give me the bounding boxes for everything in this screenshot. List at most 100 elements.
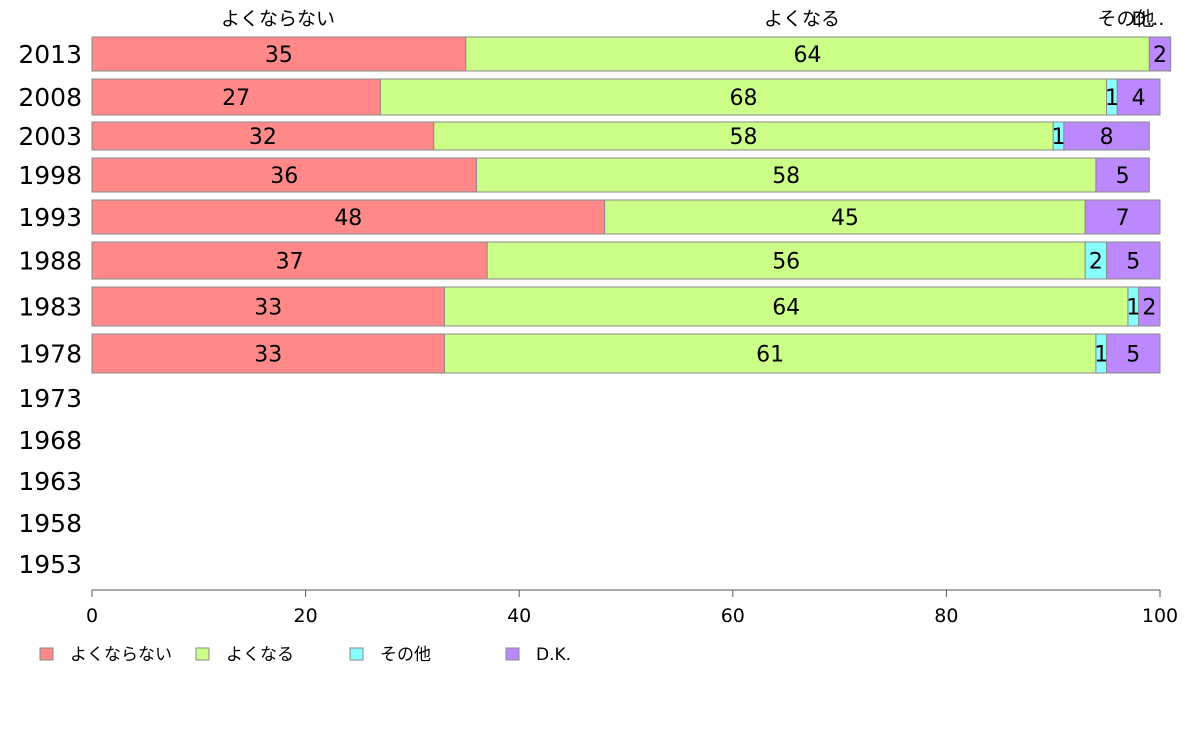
data-label: 56 (772, 250, 800, 275)
legend: よくならない よくなる その他 D.K. (39, 645, 571, 665)
data-label: 1 (1052, 125, 1066, 150)
bar-segment (433, 121, 1054, 151)
bar-row: 37 56 2 5 (91, 241, 1161, 280)
legend-item: よくなる (195, 645, 294, 665)
year-label: 2008 (18, 83, 82, 112)
x-tick-label: 60 (721, 605, 745, 627)
x-axis: 0 20 40 60 80 100 (86, 589, 1178, 627)
data-label: 64 (794, 43, 822, 68)
bars: 35 64 227 68 1 432 58 1 836 58 548 45 737 56 2 533 64 1 23… (91, 36, 1172, 374)
bar-segment (1116, 78, 1161, 116)
data-label: 2 (1153, 43, 1167, 68)
bar-segment (91, 333, 445, 374)
year-label: 1998 (18, 161, 82, 190)
bar-segment (1084, 199, 1161, 235)
bar-row: 32 58 1 8 (91, 121, 1150, 151)
year-label: 1983 (18, 293, 82, 322)
x-tick-label: 80 (934, 605, 958, 627)
data-label: 5 (1126, 250, 1140, 275)
data-label: 1 (1126, 296, 1140, 321)
bar-segment (1106, 333, 1161, 374)
top-category-labels: よくならない よくなる その他D... (221, 8, 1164, 30)
data-label: 68 (729, 86, 757, 111)
bar-segment (91, 241, 488, 280)
year-label: 1973 (18, 384, 82, 413)
data-label: 1 (1105, 86, 1119, 111)
bar-segment (443, 333, 1097, 374)
legend-label: その他 (380, 645, 431, 665)
bar-segment (486, 241, 1086, 280)
data-label: 4 (1132, 86, 1146, 111)
year-label: 1953 (18, 550, 82, 579)
top-label: よくなる (764, 8, 840, 30)
bar-row: 27 68 1 4 (91, 78, 1161, 116)
top-label: よくならない (221, 8, 335, 30)
data-label: 32 (249, 125, 277, 150)
bar-segment (604, 199, 1086, 235)
year-label: 1958 (18, 509, 82, 538)
data-label: 37 (276, 250, 304, 275)
data-label: 58 (729, 125, 757, 150)
bar-segment (1095, 157, 1150, 193)
data-label: 36 (270, 164, 298, 189)
bar-row: 33 61 1 5 (91, 333, 1161, 374)
legend-label: D.K. (536, 645, 571, 665)
data-label: 61 (756, 343, 784, 368)
data-label: 8 (1100, 125, 1114, 150)
data-label: 33 (254, 296, 282, 321)
data-label: 64 (772, 296, 800, 321)
data-label: 5 (1116, 164, 1130, 189)
legend-item: よくならない (39, 645, 172, 665)
bar-segment (443, 286, 1129, 327)
legend-item: その他 (349, 645, 431, 665)
legend-swatch (195, 647, 210, 661)
bar-row: 48 45 7 (91, 199, 1161, 235)
year-label: 2003 (18, 122, 82, 151)
bar-segment (91, 199, 606, 235)
data-label: 35 (265, 43, 293, 68)
data-label: 1 (1094, 343, 1108, 368)
x-tick-label: 40 (507, 605, 531, 627)
bar-row: 35 64 2 (91, 36, 1172, 72)
bar-segment (91, 121, 435, 151)
x-tick-label: 0 (86, 605, 98, 627)
bar-segment (465, 36, 1150, 72)
data-label: 48 (334, 206, 362, 231)
x-tick-label: 20 (294, 605, 318, 627)
bar-segment (1106, 241, 1161, 280)
bar-row: 33 64 1 2 (91, 286, 1161, 327)
year-label: 1968 (18, 426, 82, 455)
data-label: 45 (831, 206, 859, 231)
year-label: 1993 (18, 203, 82, 232)
legend-item: D.K. (505, 645, 571, 665)
legend-swatch (349, 647, 364, 661)
bar-segment (475, 157, 1097, 193)
bar-segment (91, 78, 381, 116)
year-label: 1963 (18, 467, 82, 496)
legend-label: よくならない (70, 645, 172, 665)
bar-row: 36 58 5 (91, 157, 1150, 193)
bar-segment (1148, 36, 1172, 72)
data-label: 5 (1126, 343, 1140, 368)
year-axis-labels: 2013 2008 2003 1998 1993 1988 1983 1978 1973 1968… (18, 40, 82, 579)
top-label: D... (1132, 8, 1165, 30)
bar-segment (1138, 286, 1161, 327)
year-label: 1978 (18, 340, 82, 369)
data-label: 7 (1116, 206, 1130, 231)
bar-segment (91, 286, 445, 327)
legend-label: よくなる (226, 645, 294, 665)
data-label: 2 (1089, 250, 1103, 275)
year-label: 2013 (18, 40, 82, 69)
data-label: 27 (222, 86, 250, 111)
legend-swatch (505, 647, 520, 661)
bar-segment (1063, 121, 1150, 151)
data-label: 2 (1142, 296, 1156, 321)
x-tick-label: 100 (1142, 605, 1178, 627)
data-label: 58 (772, 164, 800, 189)
legend-swatch (39, 647, 54, 661)
top-label: その他 (1097, 8, 1154, 30)
year-label: 1988 (18, 247, 82, 276)
bar-segment (379, 78, 1108, 116)
data-label: 33 (254, 343, 282, 368)
